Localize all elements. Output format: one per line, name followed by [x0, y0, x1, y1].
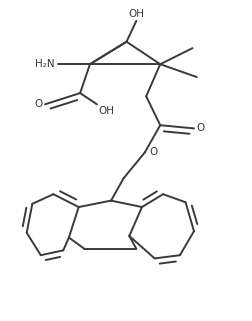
Text: O: O [196, 123, 204, 134]
Text: O: O [148, 147, 156, 158]
Text: H₂N: H₂N [35, 59, 55, 69]
Text: OH: OH [98, 106, 114, 116]
Text: O: O [34, 99, 42, 109]
Text: OH: OH [128, 9, 144, 19]
